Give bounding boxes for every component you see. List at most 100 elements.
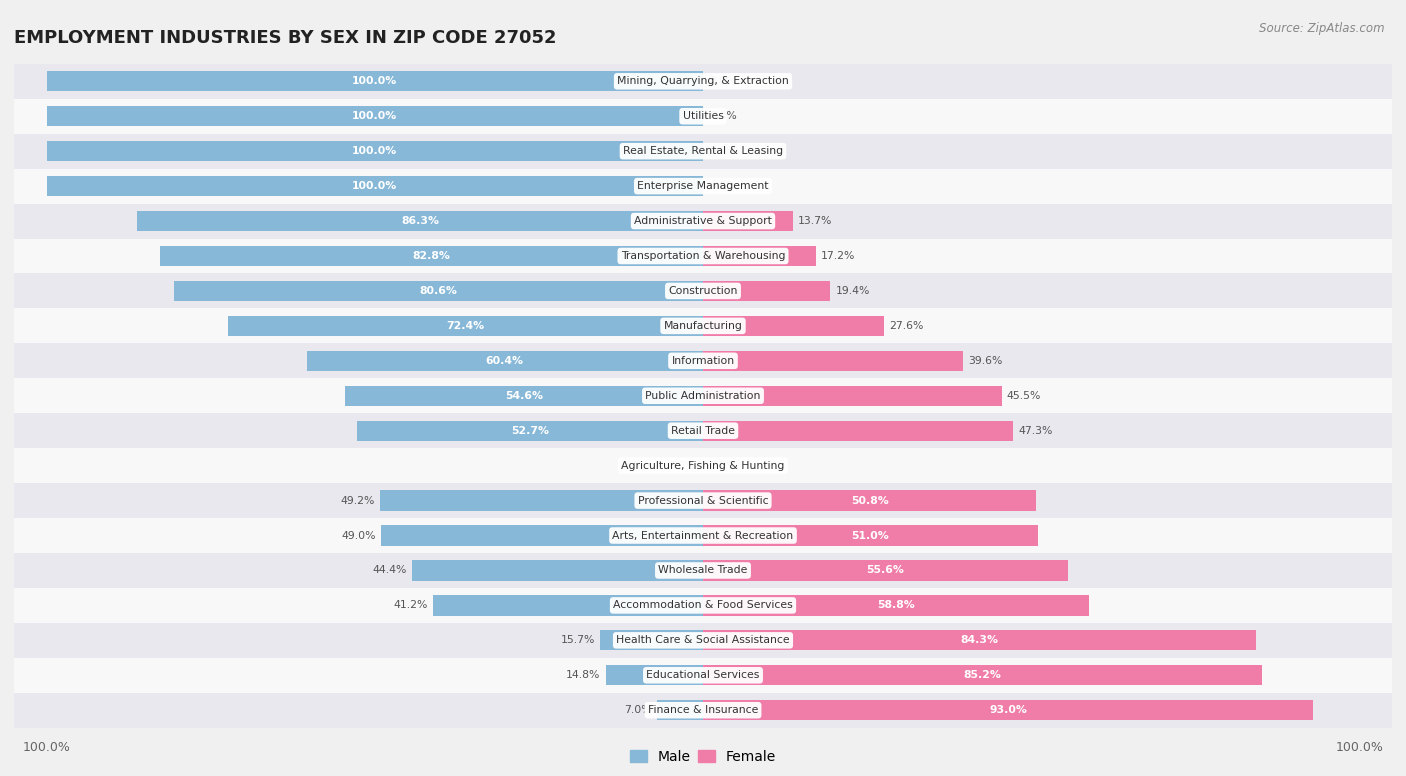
Bar <box>14 203 1392 238</box>
Text: 50.8%: 50.8% <box>851 496 889 506</box>
Text: 84.3%: 84.3% <box>960 636 998 646</box>
Text: 39.6%: 39.6% <box>969 356 1002 365</box>
Bar <box>14 168 1392 203</box>
Bar <box>703 281 831 301</box>
Text: Enterprise Management: Enterprise Management <box>637 181 769 191</box>
Bar <box>136 211 703 231</box>
Text: Retail Trade: Retail Trade <box>671 426 735 435</box>
Bar <box>433 595 703 615</box>
Bar <box>46 106 703 126</box>
Bar <box>703 560 1067 580</box>
Text: 41.2%: 41.2% <box>394 601 427 611</box>
Bar <box>703 211 793 231</box>
Text: 49.0%: 49.0% <box>342 531 377 541</box>
Bar <box>14 64 1392 99</box>
Bar <box>46 176 703 196</box>
Bar <box>703 386 1001 406</box>
Text: Construction: Construction <box>668 286 738 296</box>
Bar <box>412 560 703 580</box>
Text: Real Estate, Rental & Leasing: Real Estate, Rental & Leasing <box>623 146 783 156</box>
Text: EMPLOYMENT INDUSTRIES BY SEX IN ZIP CODE 27052: EMPLOYMENT INDUSTRIES BY SEX IN ZIP CODE… <box>14 29 557 47</box>
Text: 0.0%: 0.0% <box>710 146 737 156</box>
Text: 0.0%: 0.0% <box>669 461 696 470</box>
Bar <box>14 238 1392 273</box>
Text: Professional & Scientific: Professional & Scientific <box>638 496 768 506</box>
Bar <box>160 246 703 266</box>
Bar <box>14 378 1392 414</box>
Bar <box>14 133 1392 168</box>
Text: 100.0%: 100.0% <box>353 146 398 156</box>
Bar <box>657 700 703 720</box>
Text: 54.6%: 54.6% <box>505 391 543 400</box>
Bar <box>703 630 1256 650</box>
Text: 47.3%: 47.3% <box>1018 426 1053 435</box>
Text: Transportation & Warehousing: Transportation & Warehousing <box>621 251 785 261</box>
Bar <box>703 246 815 266</box>
Text: Wholesale Trade: Wholesale Trade <box>658 566 748 576</box>
Bar <box>228 316 703 336</box>
Text: 49.2%: 49.2% <box>340 496 375 506</box>
Bar <box>703 700 1313 720</box>
Text: 0.0%: 0.0% <box>710 111 737 121</box>
Bar <box>14 693 1392 728</box>
Bar <box>703 525 1038 546</box>
Bar <box>703 351 963 371</box>
Text: Health Care & Social Assistance: Health Care & Social Assistance <box>616 636 790 646</box>
Text: Source: ZipAtlas.com: Source: ZipAtlas.com <box>1260 22 1385 35</box>
Text: Public Administration: Public Administration <box>645 391 761 400</box>
Text: Utilities: Utilities <box>682 111 724 121</box>
Text: 85.2%: 85.2% <box>963 670 1001 681</box>
Text: 15.7%: 15.7% <box>561 636 595 646</box>
Text: 58.8%: 58.8% <box>877 601 915 611</box>
Bar <box>703 421 1014 441</box>
Text: 0.0%: 0.0% <box>710 76 737 86</box>
Bar <box>14 623 1392 658</box>
Text: 80.6%: 80.6% <box>419 286 457 296</box>
Text: 52.7%: 52.7% <box>512 426 550 435</box>
Text: Information: Information <box>672 356 734 365</box>
Text: 100.0%: 100.0% <box>353 181 398 191</box>
Bar <box>14 414 1392 449</box>
Bar <box>46 141 703 161</box>
Bar <box>14 518 1392 553</box>
Bar <box>14 553 1392 588</box>
Bar <box>380 490 703 511</box>
Bar <box>14 588 1392 623</box>
Text: Finance & Insurance: Finance & Insurance <box>648 705 758 715</box>
Bar <box>344 386 703 406</box>
Text: Agriculture, Fishing & Hunting: Agriculture, Fishing & Hunting <box>621 461 785 470</box>
Text: Accommodation & Food Services: Accommodation & Food Services <box>613 601 793 611</box>
Text: 60.4%: 60.4% <box>486 356 524 365</box>
Text: 55.6%: 55.6% <box>866 566 904 576</box>
Text: 0.0%: 0.0% <box>710 461 737 470</box>
Bar <box>606 665 703 685</box>
Bar <box>600 630 703 650</box>
Text: 0.0%: 0.0% <box>710 181 737 191</box>
Text: Arts, Entertainment & Recreation: Arts, Entertainment & Recreation <box>613 531 793 541</box>
Text: 45.5%: 45.5% <box>1007 391 1042 400</box>
Text: 13.7%: 13.7% <box>799 216 832 226</box>
Bar <box>703 316 884 336</box>
Text: 82.8%: 82.8% <box>412 251 450 261</box>
Text: 86.3%: 86.3% <box>401 216 439 226</box>
Text: 72.4%: 72.4% <box>447 321 485 331</box>
Text: 17.2%: 17.2% <box>821 251 855 261</box>
Bar <box>14 449 1392 483</box>
Text: 7.0%: 7.0% <box>624 705 652 715</box>
Bar <box>14 308 1392 343</box>
Bar <box>174 281 703 301</box>
Bar <box>46 71 703 92</box>
Text: 51.0%: 51.0% <box>852 531 889 541</box>
Text: 100.0%: 100.0% <box>353 76 398 86</box>
Text: 27.6%: 27.6% <box>890 321 924 331</box>
Bar <box>14 343 1392 378</box>
Bar <box>357 421 703 441</box>
Text: Mining, Quarrying, & Extraction: Mining, Quarrying, & Extraction <box>617 76 789 86</box>
Bar <box>307 351 703 371</box>
Text: 14.8%: 14.8% <box>567 670 600 681</box>
Text: 19.4%: 19.4% <box>835 286 870 296</box>
Bar <box>703 595 1088 615</box>
Text: Administrative & Support: Administrative & Support <box>634 216 772 226</box>
Bar <box>703 665 1263 685</box>
Legend: Male, Female: Male, Female <box>624 744 782 769</box>
